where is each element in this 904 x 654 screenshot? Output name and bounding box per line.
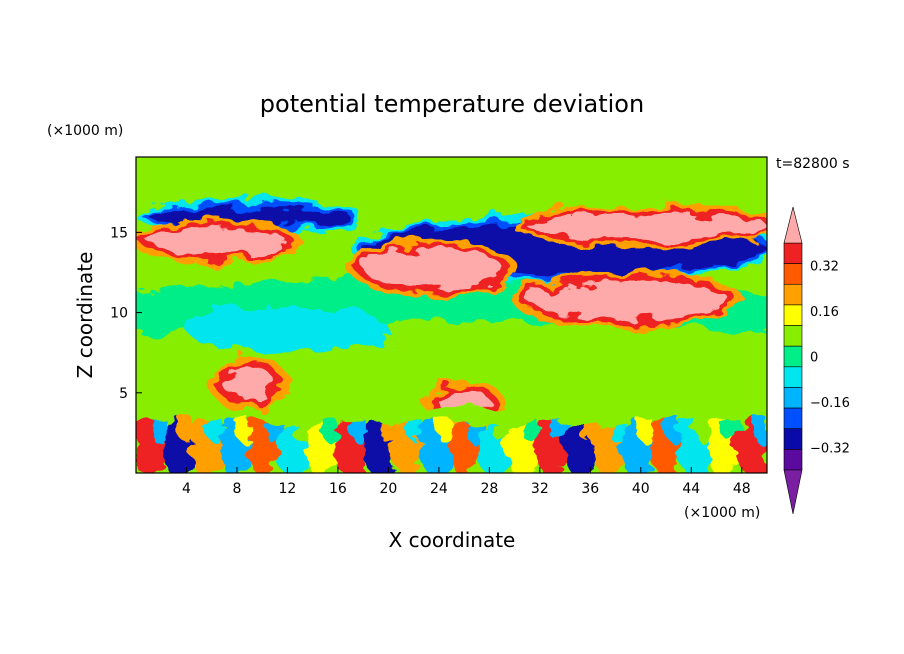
- plot-frame: [135, 156, 768, 474]
- colorbar-segment: [783, 366, 803, 388]
- chart-title: potential temperature deviation: [260, 90, 644, 118]
- warm-cell-low-left: [224, 367, 275, 401]
- x-axis-label: X coordinate: [389, 528, 516, 552]
- colorbar-segment: [783, 407, 803, 430]
- x-tick-label: 24: [430, 481, 448, 497]
- plot-area: [136, 157, 767, 473]
- x-tick-label: 36: [581, 481, 599, 497]
- warm-tongue-rising: [527, 280, 730, 320]
- turbulent-eddy: [636, 413, 655, 443]
- turbulent-eddy: [149, 413, 167, 443]
- x-tick-label: 28: [480, 481, 498, 497]
- colorbar-segment: [783, 325, 803, 347]
- warm-lens-left: [148, 229, 288, 255]
- turbulent-eddy: [349, 413, 368, 443]
- colorbar-tick-label: 0.32: [810, 260, 839, 275]
- colorbar-tick-label: −0.32: [810, 441, 850, 456]
- turbulent-eddy: [206, 413, 225, 443]
- colorbar-tick-label: 0.16: [810, 305, 839, 320]
- turbulent-eddy: [292, 413, 311, 443]
- y-tick-label: 10: [110, 306, 128, 322]
- turbulent-eddy: [321, 413, 339, 443]
- x-tick-label: 40: [632, 481, 650, 497]
- colorbar-segment: [783, 283, 803, 306]
- turbulent-eddy: [407, 413, 425, 443]
- colorbar: 0.32 0.16 0 −0.16 −0.32: [783, 206, 850, 515]
- y-unit-label: (×1000 m): [47, 123, 123, 139]
- turbulent-eddy: [378, 413, 397, 443]
- colorbar-tick-label: 0: [810, 351, 818, 366]
- colorbar-segment: [783, 345, 803, 368]
- colorbar-segment: [783, 263, 803, 285]
- x-tick-label: 32: [531, 481, 549, 497]
- y-tick-label: 5: [119, 386, 128, 402]
- turbulent-eddy: [177, 413, 196, 443]
- colorbar-bottom-arrow: [783, 469, 803, 515]
- turbulent-eddy: [464, 413, 483, 443]
- x-tick-label: 8: [232, 481, 241, 497]
- colorbar-segment: [783, 428, 803, 450]
- x-tick-label: 44: [682, 481, 700, 497]
- turbulent-eddy: [579, 413, 597, 443]
- y-ticks: 5 10 15: [110, 225, 142, 402]
- turbulent-eddy: [607, 413, 626, 443]
- colorbar-segment: [783, 449, 803, 471]
- warm-lens-center: [363, 248, 502, 287]
- turbulent-eddy: [263, 413, 282, 443]
- colorbar-top-arrow: [783, 206, 803, 244]
- field-mid-lower-band: [136, 320, 767, 385]
- warm-cell-low-center: [438, 389, 490, 416]
- contour-field: [136, 157, 767, 473]
- x-ticks: 4 8 12 16 20 24 28 32 36 40 44 48: [182, 467, 751, 497]
- turbulent-eddy: [235, 413, 253, 443]
- colorbar-segment: [783, 387, 803, 409]
- x-tick-label: 16: [329, 481, 347, 497]
- time-label: t=82800 s: [776, 156, 850, 172]
- turbulent-eddy: [665, 413, 684, 443]
- x-tick-label: 12: [279, 481, 297, 497]
- turbulent-eddy: [521, 413, 540, 443]
- turbulent-eddy: [435, 413, 454, 443]
- y-tick-label: 15: [110, 225, 128, 241]
- colorbar-tick-label: −0.16: [810, 396, 850, 411]
- x-tick-label: 4: [182, 481, 191, 497]
- field-top-band: [136, 157, 767, 209]
- x-tick-label: 20: [379, 481, 397, 497]
- field-cyan-patch: [186, 304, 389, 353]
- y-axis-label: Z coordinate: [73, 252, 97, 379]
- turbulent-eddy: [694, 413, 712, 443]
- boundary-layer-top: [136, 409, 767, 421]
- turbulent-eddy: [751, 413, 767, 443]
- x-tick-label: 48: [733, 481, 751, 497]
- x-unit-label: (×1000 m): [684, 505, 760, 521]
- turbulent-eddy: [722, 413, 741, 443]
- warm-lens-right: [527, 213, 767, 239]
- colorbar-segment: [783, 304, 803, 326]
- turbulent-eddy: [550, 413, 569, 443]
- turbulent-eddy: [493, 413, 511, 443]
- colorbar-segment: [783, 242, 803, 264]
